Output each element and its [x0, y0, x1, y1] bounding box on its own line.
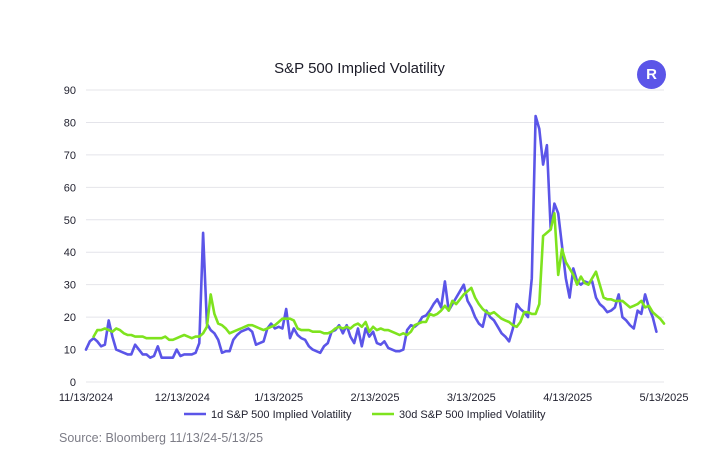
- y-tick-label: 10: [64, 345, 76, 357]
- source-note: Source: Bloomberg 11/13/24-5/13/25: [59, 431, 264, 445]
- x-axis-ticks: 11/13/2024 12/13/2024 1/13/2025 2/13/2025 3/…: [59, 392, 689, 404]
- brand-logo: R: [637, 60, 666, 89]
- x-tick-label: 2/13/2025: [351, 392, 400, 404]
- series-line-30d: [92, 212, 666, 342]
- y-tick-label: 60: [64, 182, 76, 194]
- x-tick-label: 4/13/2025: [543, 392, 592, 404]
- chart-title: S&P 500 Implied Volatility: [274, 60, 445, 77]
- x-tick-label: 1/13/2025: [254, 392, 303, 404]
- y-tick-label: 30: [64, 280, 76, 292]
- y-tick-label: 20: [64, 312, 76, 324]
- x-tick-label: 11/13/2024: [59, 392, 113, 404]
- y-tick-label: 0: [70, 377, 76, 389]
- x-tick-label: 3/13/2025: [447, 392, 496, 404]
- series-line-1d: [84, 114, 658, 359]
- y-tick-label: 40: [64, 247, 76, 259]
- y-tick-label: 50: [64, 215, 76, 227]
- legend: 1d S&P 500 Implied Volatility 30d S&P 500…: [184, 409, 546, 421]
- gridlines: [86, 89, 664, 383]
- x-tick-label: 5/13/2025: [640, 392, 689, 404]
- y-tick-label: 70: [64, 150, 76, 162]
- series-lines: [84, 114, 666, 359]
- y-axis-ticks: 0 10 20 30 40 50 60 70 80 90: [64, 85, 76, 389]
- legend-label-1d: 1d S&P 500 Implied Volatility: [211, 409, 352, 421]
- x-tick-label: 12/13/2024: [155, 392, 210, 404]
- y-tick-label: 90: [64, 85, 76, 97]
- legend-label-30d: 30d S&P 500 Implied Volatility: [399, 409, 546, 421]
- y-tick-label: 80: [64, 117, 76, 129]
